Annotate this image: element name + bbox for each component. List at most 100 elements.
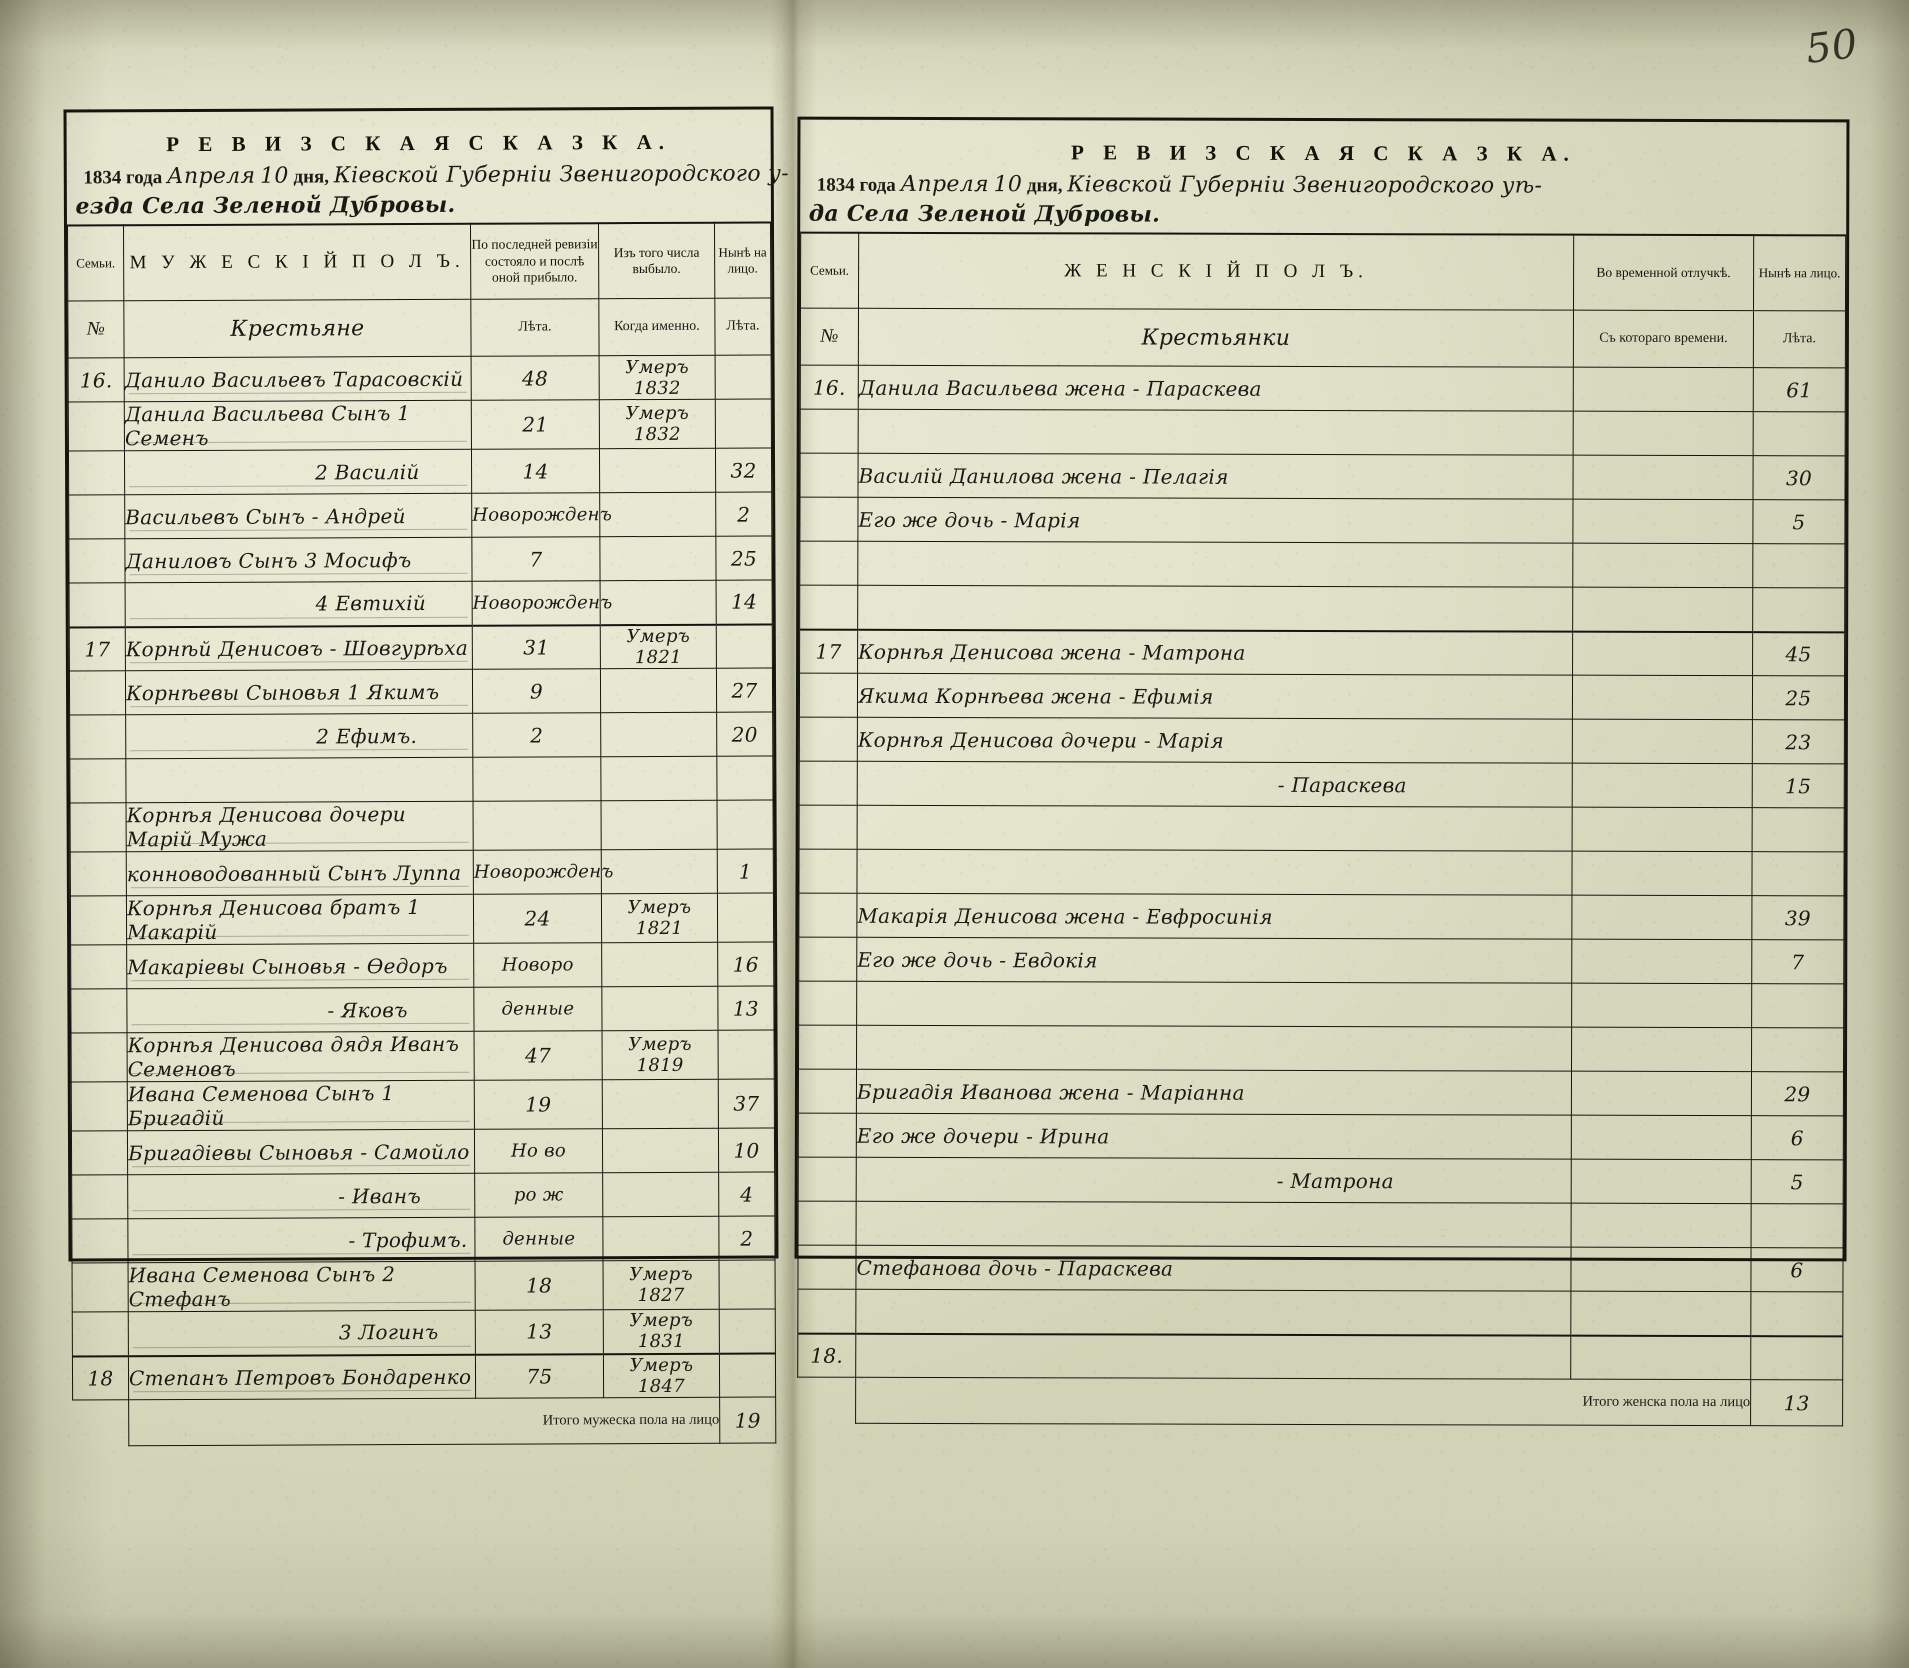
table-row: Даниловъ Сынъ 3 Мосифъ 7 25 — [68, 535, 773, 584]
table-row: Якима Корнѣева жена - Ефимiя 25 — [799, 673, 1845, 720]
row-present-age: 2 — [715, 491, 772, 537]
row-prev-age: 19 — [474, 1079, 603, 1130]
row-family — [68, 401, 125, 452]
table-row: - Трофимъ. денные 2 — [71, 1215, 776, 1264]
row-present-age: 13 — [717, 985, 775, 1031]
row-present-age: 25 — [715, 535, 773, 581]
table-row: - Параскева 15 — [799, 761, 1845, 808]
row-family: 18. — [797, 1333, 856, 1378]
row-when: Умеръ 1832 — [599, 355, 716, 400]
row-prev-age: ро ж — [474, 1172, 603, 1218]
row-present-age: 7 — [1751, 939, 1844, 984]
row-when — [600, 580, 717, 625]
left-header-prev-revision: По последней ревизiи состояло и послѣ он… — [470, 223, 599, 300]
row-family — [798, 1201, 857, 1246]
row-name: Бригадiевы Сыновья - Самойло — [127, 1129, 475, 1175]
row-absent — [1571, 983, 1752, 1028]
row-absent — [1573, 411, 1754, 456]
left-intro-year: 1834 — [83, 166, 122, 188]
row-name — [856, 1025, 1572, 1072]
table-row: Его же дочь - Марiя 5 — [799, 497, 1845, 544]
row-absent — [1570, 1291, 1751, 1336]
row-present-age: 15 — [1752, 763, 1845, 808]
row-present-age: 5 — [1752, 499, 1845, 544]
left-total-label: Итого мужеска пола на лицо — [128, 1397, 720, 1446]
row-prev-age — [472, 800, 602, 851]
row-present-age: 25 — [1752, 675, 1845, 720]
right-subheader-since: Съ котораго времени. — [1573, 310, 1754, 368]
row-present-age: 45 — [1752, 631, 1845, 676]
table-row — [800, 409, 1846, 456]
row-name: Макарiевы Сыновья - Ѳедоръ — [126, 943, 474, 989]
row-name: 4 Евтихiй — [125, 581, 473, 627]
table-row: Васильевъ Сынъ - Андрей Новорожденъ 2 — [68, 491, 772, 540]
left-intro-goda: года — [125, 166, 163, 188]
row-name: Его же дочь - Марiя — [857, 497, 1573, 544]
left-subheader-estate: Крестьяне — [123, 299, 472, 358]
table-row: Ивана Семенова Сынъ 1 Бригадiй 19 37 — [71, 1078, 775, 1132]
row-present-age — [715, 398, 772, 449]
row-absent — [1572, 587, 1753, 632]
right-total-value: 13 — [1750, 1379, 1843, 1426]
table-row: Его же дочери - Ирина 6 — [798, 1113, 1844, 1160]
table-row: 16. Данила Васильева жена - Параскева 61 — [800, 365, 1846, 412]
table-row: - Иванъ ро ж 4 — [71, 1171, 775, 1220]
row-family — [71, 1032, 128, 1083]
row-absent — [1571, 895, 1752, 940]
row-family — [798, 893, 857, 938]
row-prev-age: денные — [473, 986, 602, 1032]
row-family — [69, 582, 126, 628]
table-row — [798, 981, 1844, 1028]
row-present-age — [716, 755, 774, 801]
row-present-age — [1752, 587, 1845, 632]
row-name — [855, 1289, 1571, 1336]
row-prev-age: 13 — [475, 1309, 604, 1355]
row-family — [799, 585, 858, 630]
left-title-block: Р Е В И З С К А Я С К А З К А. 1834 года… — [67, 109, 789, 226]
row-when — [600, 756, 717, 801]
table-row: 4 Евтихiй Новорожденъ 14 — [69, 579, 773, 628]
row-family — [799, 805, 858, 850]
row-family — [70, 988, 128, 1034]
left-totals-row: Итого мужеска пола на лицо 19 — [73, 1396, 776, 1446]
table-row: Бригадiя Иванова жена - Марiанна 29 — [798, 1069, 1844, 1116]
row-absent — [1570, 1335, 1751, 1380]
row-prev-age — [472, 756, 601, 802]
left-page-male-table: Р Е В И З С К А Я С К А З К А. 1834 года… — [63, 106, 789, 1446]
right-header-absent: Во временной отлучкѣ. — [1573, 234, 1754, 311]
row-when — [601, 942, 718, 987]
row-name — [856, 981, 1572, 1028]
row-name: Его же дочь - Евдокiя — [856, 937, 1572, 984]
left-intro-day: 10 — [260, 163, 289, 189]
row-when — [602, 1216, 719, 1261]
row-when: Умеръ 1821 — [601, 893, 718, 943]
row-present-age — [1751, 1203, 1844, 1248]
row-family — [799, 717, 858, 762]
female-revision-table: Р Е В И З С К А Я С К А З К А. 1834 года… — [797, 119, 1846, 1427]
row-when — [600, 800, 718, 850]
row-family — [799, 497, 859, 542]
row-family — [68, 538, 126, 584]
row-name: Ивана Семенова Сынъ 1 Бригадiй — [127, 1080, 475, 1131]
row-name: Данила Васильева Сынъ 1 Семенъ — [124, 400, 472, 451]
row-family — [798, 1069, 857, 1114]
row-name: 2 Ефимъ. — [125, 713, 473, 759]
row-present-age — [1752, 543, 1845, 588]
row-name: Степанъ Петровъ Бондаренко — [128, 1354, 476, 1400]
left-header-departed: Изъ того числа выбыло. — [598, 222, 715, 299]
table-row: Макарiя Денисова жена - Евфросинiя 39 — [798, 893, 1844, 940]
row-absent — [1572, 763, 1753, 808]
row-name: конноводованный Сынъ Луппа — [126, 850, 474, 896]
left-intro-month: Апреля — [166, 163, 256, 189]
table-row — [69, 755, 774, 804]
row-name — [856, 849, 1573, 896]
row-when: Умеръ 1831 — [603, 1309, 720, 1354]
row-name: Корнѣевы Сыновья 1 Якимъ — [125, 669, 473, 715]
row-family: 17 — [799, 629, 858, 674]
row-name: Якима Корнѣева жена - Ефимiя — [857, 673, 1573, 720]
row-name — [857, 805, 1573, 852]
table-row: 17 Корнѣя Денисова жена - Матрона 45 — [799, 629, 1845, 676]
row-present-age — [716, 623, 773, 669]
row-family — [800, 453, 859, 498]
